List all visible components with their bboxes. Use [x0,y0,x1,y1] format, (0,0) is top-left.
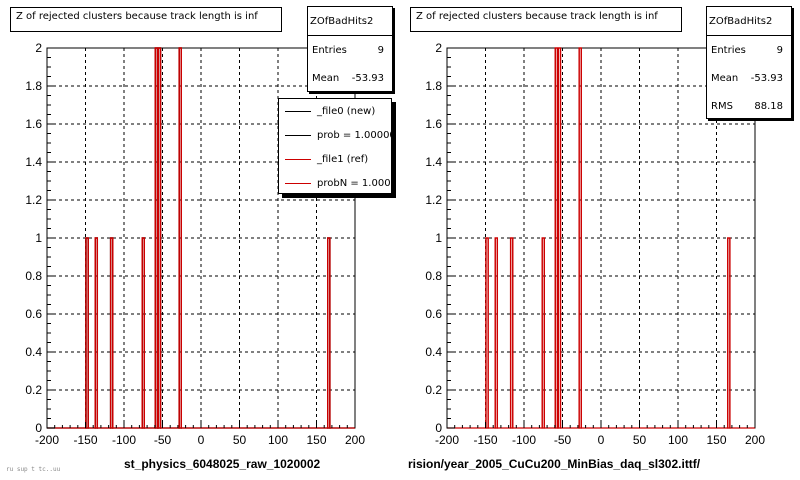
y-tick-label: 1 [35,231,42,245]
x-tick-label: -50 [154,433,172,447]
histogram-bar [178,47,182,429]
stats-label: Mean [711,72,739,84]
y-tick-label: 1.6 [25,117,42,131]
legend-entry: probN = 1.000000 [279,171,391,193]
x-tick-label: -200 [35,433,59,447]
y-tick-label: 1.2 [25,193,42,207]
x-tick-label: -150 [73,433,97,447]
right-stats-entries-row: Entries 9 [707,36,791,64]
left-stats-box: ZOfBadHits2 Entries 9 Mean -53.93 [307,6,393,92]
left-legend: _file0 (new) prob = 1.000000 _file1 (ref… [278,98,392,194]
left-footer-label: st_physics_6048025_raw_1020002 [124,457,321,471]
histogram-bar [94,237,99,429]
legend-label: _file0 (new) [317,105,376,117]
stats-value: -53.93 [750,72,783,84]
stats-value: -53.93 [351,72,384,84]
legend-entry: prob = 1.000000 [279,123,391,147]
histogram-bar [578,47,582,429]
histogram-bar [154,47,159,429]
right-stats-mean-row: Mean -53.93 [707,64,791,92]
histogram-bar [85,237,89,429]
legend-line-swatch [285,182,311,184]
y-tick-label: 0.2 [425,383,442,397]
legend-entry: _file1 (ref) [279,147,391,171]
left-hist-title: Z of rejected clusters because track len… [10,7,282,32]
y-tick-label: 1.4 [425,155,442,169]
x-tick-label: 50 [633,433,647,447]
right-stats-name: ZOfBadHits2 [707,7,791,36]
histogram-bar [494,237,499,429]
left-stats-mean-row: Mean -53.93 [308,64,392,92]
x-tick-label: -150 [473,433,497,447]
histogram-bar [727,237,731,429]
histogram-bar [157,47,162,429]
stats-value: 9 [776,44,783,56]
x-tick-label: 200 [745,433,765,447]
x-tick-label: -100 [112,433,136,447]
y-tick-label: 1.4 [25,155,42,169]
left-hist-title-text: Z of rejected clusters because track len… [16,11,258,22]
x-tick-label: 100 [268,433,288,447]
histogram-bar [141,237,145,429]
x-tick-label: 200 [345,433,365,447]
y-tick-label: 1.8 [425,79,442,93]
x-tick-label: 100 [668,433,688,447]
histogram-bar [485,237,489,429]
y-tick-label: 0.6 [425,307,442,321]
y-tick-label: 2 [35,41,42,55]
left-stats-name: ZOfBadHits2 [308,7,392,36]
y-tick-label: 0.8 [25,269,42,283]
histogram-bar [327,237,331,429]
legend-label: _file1 (ref) [317,153,369,165]
x-tick-label: 0 [198,433,205,447]
histogram-bar [557,47,562,429]
right-hist-title-text: Z of rejected clusters because track len… [416,11,658,22]
stats-value: 9 [377,44,384,56]
legend-label: probN = 1.000000 [317,177,391,189]
y-tick-label: 1.8 [25,79,42,93]
stats-label: Mean [312,72,340,84]
y-tick-label: 0 [35,421,42,435]
legend-line-swatch [285,158,311,160]
stats-label: Entries [711,44,746,56]
left-stats-entries-row: Entries 9 [308,36,392,64]
histogram-bar [554,47,559,429]
histogram-bar [509,237,514,429]
legend-entry: _file0 (new) [279,99,391,123]
legend-line-swatch [285,110,311,112]
y-tick-label: 0 [435,421,442,435]
legend-label: prob = 1.000000 [317,129,391,141]
y-tick-label: 0.4 [425,345,442,359]
x-tick-label: 150 [306,433,326,447]
histogram-bar [541,237,545,429]
right-stats-rms-row: RMS 88.18 [707,92,791,120]
x-tick-label: 0 [598,433,605,447]
y-tick-label: 1 [435,231,442,245]
y-tick-label: 0.8 [425,269,442,283]
x-tick-label: -100 [512,433,536,447]
histogram-bar [109,237,114,429]
y-tick-label: 0.6 [25,307,42,321]
right-stats-box: ZOfBadHits2 Entries 9 Mean -53.93 RMS 88… [706,6,792,119]
x-tick-label: -200 [435,433,459,447]
x-tick-label: 50 [233,433,247,447]
y-tick-label: 1.6 [425,117,442,131]
y-tick-label: 0.2 [25,383,42,397]
stats-label: RMS [711,100,733,112]
x-tick-label: -50 [554,433,572,447]
x-tick-label: 150 [706,433,726,447]
y-tick-label: 1.2 [425,193,442,207]
left-faint-footer: ru sup t tc..uu [6,466,61,473]
right-footer-label: rision/year_2005_CuCu200_MinBias_daq_sl3… [408,457,701,471]
right-hist-title: Z of rejected clusters because track len… [410,7,682,32]
stats-value: 88.18 [754,100,783,112]
y-tick-label: 2 [435,41,442,55]
y-tick-label: 0.4 [25,345,42,359]
stats-label: Entries [312,44,347,56]
legend-line-swatch [285,134,311,136]
